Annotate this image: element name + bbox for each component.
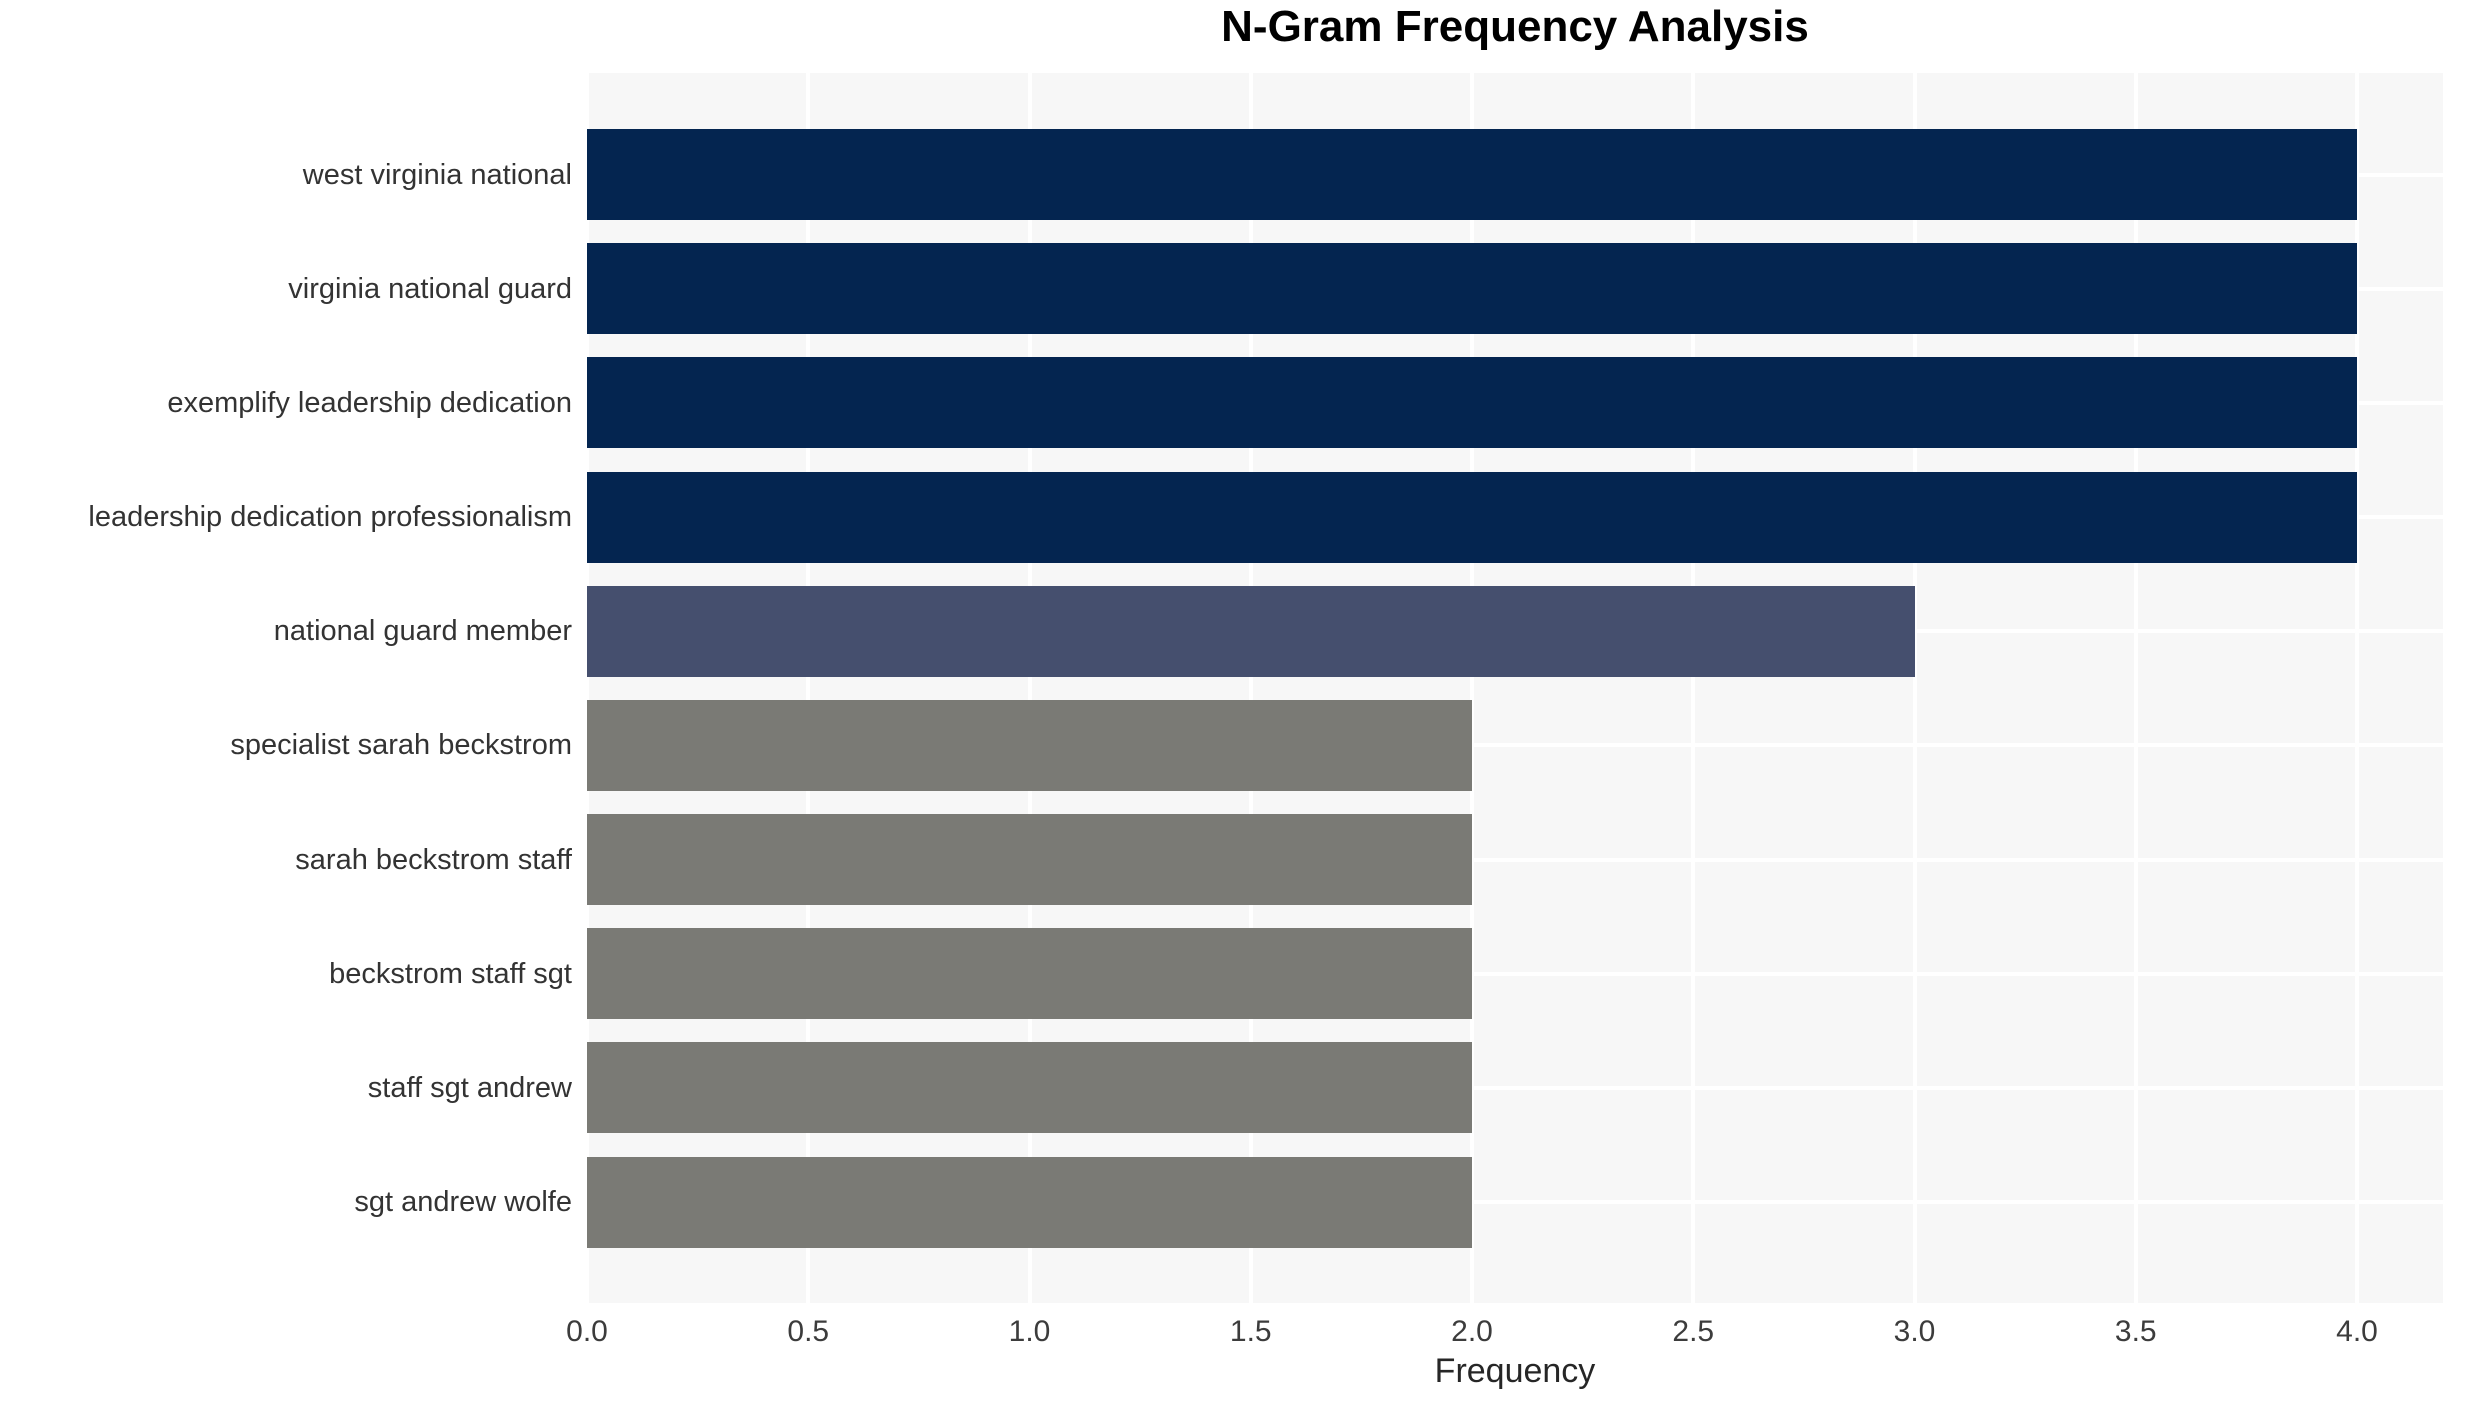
bar: [587, 928, 1472, 1020]
bar: [587, 243, 2357, 335]
gridline-x: [1912, 73, 1917, 1303]
x-tick-label: 3.5: [2114, 1315, 2157, 1348]
gridline-x: [1691, 73, 1696, 1303]
gridline-y: [587, 857, 2443, 862]
y-tick-label: west virginia national: [302, 158, 572, 191]
x-tick-label: 3.0: [1893, 1315, 1936, 1348]
gridline-y: [587, 971, 2443, 976]
bar: [587, 699, 1472, 791]
x-tick-label: 1.0: [1008, 1315, 1051, 1348]
x-tick-label: 2.0: [1451, 1315, 1493, 1348]
y-tick-label: staff sgt andrew: [367, 1071, 572, 1104]
bar: [587, 1156, 1472, 1248]
chart-title: N-Gram Frequency Analysis: [1221, 2, 1809, 51]
gridline-x: [1248, 73, 1253, 1303]
gridline-y: [587, 1085, 2443, 1090]
gridline-y: [587, 1200, 2443, 1205]
y-tick-label: virginia national guard: [288, 272, 572, 305]
bar: [587, 1042, 1472, 1134]
x-tick-label: 1.5: [1229, 1315, 1272, 1348]
x-tick-label: 2.5: [1672, 1315, 1715, 1348]
bar: [587, 585, 1915, 677]
plot-area: [585, 73, 2443, 1303]
x-tick-label: 0.0: [566, 1315, 608, 1348]
x-tick-label: 4.0: [2336, 1315, 2378, 1348]
y-tick-label: beckstrom staff sgt: [329, 957, 572, 990]
gridline-x: [2355, 73, 2359, 1303]
gridline-x: [1470, 73, 1474, 1303]
bar: [587, 814, 1472, 906]
gridline-x: [806, 73, 811, 1303]
gridline-y: [587, 743, 2443, 748]
y-tick-label: exemplify leadership dedication: [167, 386, 572, 419]
bar: [587, 129, 2357, 220]
gridline-x: [585, 73, 589, 1303]
y-tick-label: leadership dedication professionalism: [88, 501, 572, 533]
y-tick-label: specialist sarah beckstrom: [230, 729, 572, 762]
gridline-x: [2133, 73, 2138, 1303]
gridline-x: [1027, 73, 1032, 1303]
y-tick-label: national guard member: [273, 615, 572, 648]
y-tick-label: sgt andrew wolfe: [354, 1186, 572, 1219]
x-tick-label: 0.5: [787, 1315, 830, 1348]
bar: [587, 471, 2357, 563]
bar: [587, 357, 2357, 449]
y-tick-label: sarah beckstrom staff: [295, 843, 572, 876]
x-axis-label: Frequency: [1434, 1352, 1596, 1390]
